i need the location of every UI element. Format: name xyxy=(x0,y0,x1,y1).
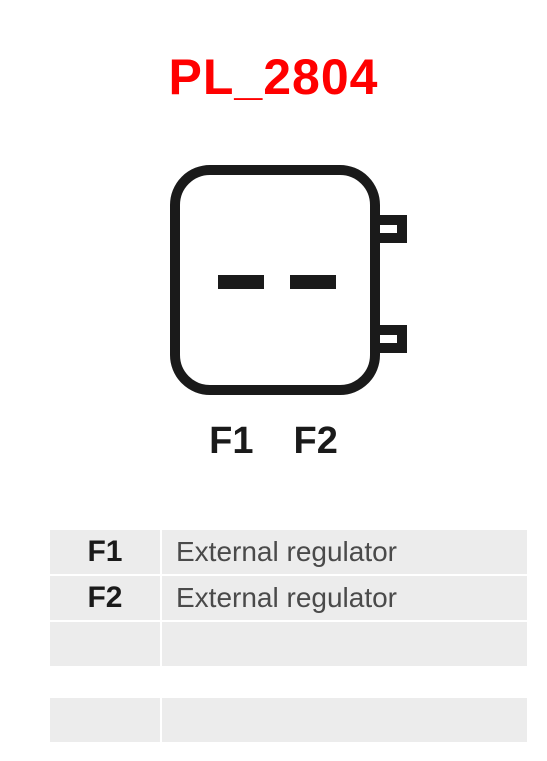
table-row xyxy=(50,620,527,666)
table-row: F2 External regulator xyxy=(50,574,527,620)
table-row xyxy=(50,696,527,742)
table-cell-key xyxy=(50,698,160,742)
table-cell-value: External regulator xyxy=(162,530,527,574)
pin-label-f2: F2 xyxy=(294,420,338,463)
table-cell-value xyxy=(162,622,527,666)
table-cell-key: F2 xyxy=(50,576,160,620)
table-cell-key xyxy=(50,622,160,666)
pin-description-table: F1 External regulator F2 External regula… xyxy=(50,528,527,742)
connector-diagram xyxy=(170,165,410,405)
pin-label-f1: F1 xyxy=(209,420,253,463)
pin-labels-row: F1 F2 xyxy=(0,420,547,463)
connector-svg xyxy=(170,165,410,405)
part-number-title: PL_2804 xyxy=(0,48,547,106)
table-row: F1 External regulator xyxy=(50,528,527,574)
table-cell-value xyxy=(162,698,527,742)
table-cell-value: External regulator xyxy=(162,576,527,620)
table-gap xyxy=(50,666,527,696)
table-cell-key: F1 xyxy=(50,530,160,574)
